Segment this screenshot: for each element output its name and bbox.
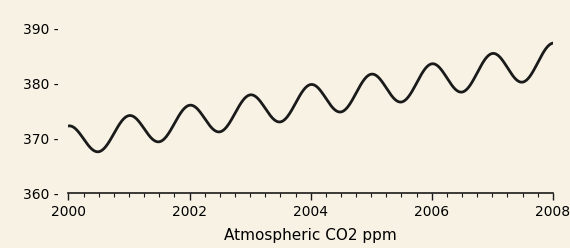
X-axis label: Atmospheric CO2 ppm: Atmospheric CO2 ppm — [224, 228, 397, 243]
